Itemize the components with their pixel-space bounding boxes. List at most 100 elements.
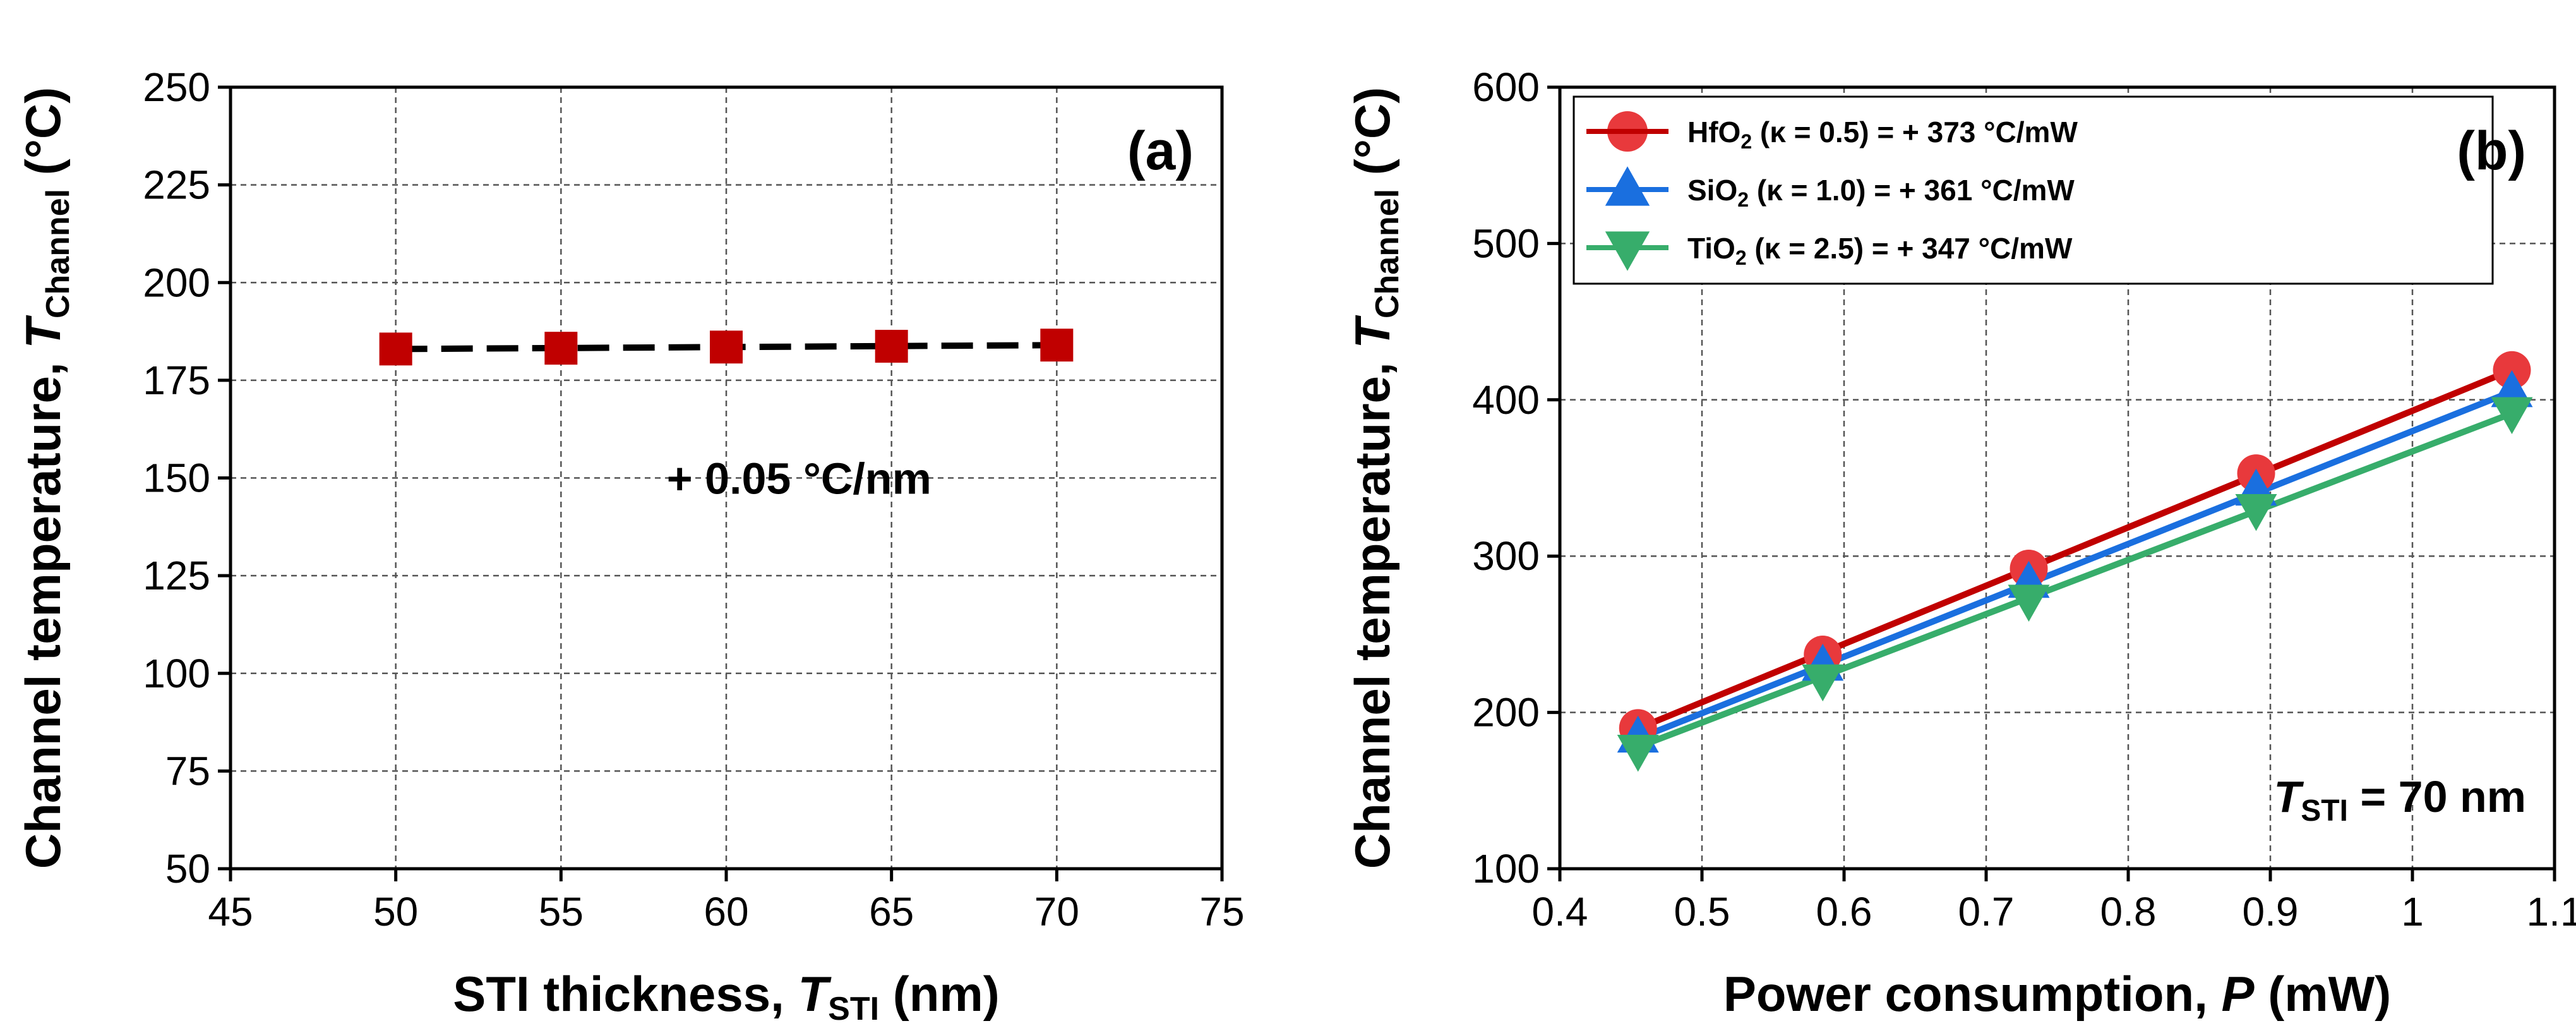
panel-b-annot-var: T <box>2273 772 2304 821</box>
x-tick-label: 0.9 <box>2243 889 2299 934</box>
panel-a-ylabel-sub: Channel <box>40 189 76 318</box>
panel-b-ylabel-main: Channel temperature, <box>1345 349 1400 869</box>
panel-a-xlabel-unit: (nm) <box>879 966 1000 1022</box>
x-tick-label: 0.5 <box>1674 889 1730 934</box>
x-tick-label: 65 <box>869 889 914 934</box>
x-tick-label: 70 <box>1034 889 1079 934</box>
legend-hfo2-formula: HfO <box>1687 116 1740 148</box>
panel-b-plot-area <box>1617 351 2533 772</box>
x-tick-label: 75 <box>1199 889 1244 934</box>
panel-b-annot-text: = 70 nm <box>2348 772 2526 821</box>
panel-a-plot-frame <box>229 85 1224 871</box>
x-tick-label: 1.1 <box>2527 889 2576 934</box>
legend-sio2-text: (κ = 1.0) = + 361 °C/mW <box>1749 174 2075 207</box>
fit-line-hfo2 <box>1636 366 2513 732</box>
data-point-hfo2 <box>2493 351 2531 389</box>
x-tick-label: 0.8 <box>2100 889 2157 934</box>
panel-a-data-point <box>710 330 743 364</box>
data-point-tio2 <box>1802 664 1844 702</box>
fit-line-tio2 <box>1636 410 2513 750</box>
legend-hfo2-sub: 2 <box>1740 130 1752 153</box>
y-tick-label: 225 <box>143 162 210 208</box>
x-tick-label: 0.4 <box>1532 889 1588 934</box>
x-tick-label: 0.7 <box>1958 889 2015 934</box>
data-point-tio2 <box>2491 397 2533 435</box>
legend-sio2-formula: SiO <box>1687 174 1737 207</box>
y-tick-label: 500 <box>1472 220 1540 266</box>
panel-b-annot-sub: STI <box>2301 794 2348 828</box>
legend-sio2-sub: 2 <box>1737 188 1749 211</box>
panel-a-y-axis-label: Channel temperature, TChannel (°C) <box>15 87 76 869</box>
legend-entry-hfo2: HfO2 (κ = 0.5) = + 373 °C/mW <box>1586 111 2078 153</box>
panel-a-chart: 45 50 55 60 65 70 755075100125150175200225250 … <box>15 64 1245 1027</box>
y-tick-label: 200 <box>1472 690 1540 735</box>
panel-a-data-point <box>379 332 412 366</box>
panel-b-x-axis-label: Power consumption, P (mW) <box>1723 966 2391 1022</box>
panel-b-chart: 0.4 0.5 0.6 0.7 0.8 0.9 1 1.1 100 200 300 400 500 600… <box>1345 64 2576 1022</box>
legend-marker-sio2 <box>1605 166 1650 206</box>
legend-tio2-sub: 2 <box>1735 246 1747 269</box>
legend-tio2-formula: TiO <box>1687 232 1735 265</box>
legend-label-sio2: SiO2 (κ = 1.0) = + 361 °C/mW <box>1687 174 2075 211</box>
y-tick-label: 150 <box>143 456 210 501</box>
data-point-tio2 <box>2235 493 2277 531</box>
legend-entry-tio2: TiO2 (κ = 2.5) = + 347 °C/mW <box>1586 231 2073 271</box>
legend-hfo2-text: (κ = 0.5) = + 373 °C/mW <box>1752 116 2078 148</box>
x-tick-label: 0.6 <box>1816 889 1872 934</box>
panel-a-data-point <box>544 332 578 365</box>
panel-a-plot-area <box>379 329 1074 366</box>
y-tick-label: 600 <box>1472 64 1540 110</box>
x-tick-label: 50 <box>373 889 418 934</box>
panel-a-ylabel-main: Channel temperature, <box>15 349 71 869</box>
panel-b-ylabel-sub: Channel <box>1369 189 1406 318</box>
x-tick-label: 55 <box>539 889 584 934</box>
legend-label-tio2: TiO2 (κ = 2.5) = + 347 °C/mW <box>1687 232 2073 269</box>
legend-entry-sio2: SiO2 (κ = 1.0) = + 361 °C/mW <box>1586 166 2075 211</box>
panel-a-xlabel-sub: STI <box>828 991 879 1027</box>
panel-b-label: (b) <box>2457 121 2526 181</box>
panel-a-grid <box>231 87 1222 869</box>
y-tick-label: 400 <box>1472 377 1540 423</box>
panel-b-ylabel-var: T <box>1345 315 1400 349</box>
y-tick-label: 250 <box>143 64 210 110</box>
x-tick-label: 45 <box>208 889 253 934</box>
data-point-tio2 <box>2008 584 2050 622</box>
panel-b-y-axis-label: Channel temperature, TChannel (°C) <box>1345 87 1406 869</box>
panel-b-ticks: 0.4 0.5 0.6 0.7 0.8 0.9 1 1.1 100 200 300 400 500 600 <box>1472 64 2576 934</box>
y-tick-label: 100 <box>143 651 210 696</box>
y-tick-label: 200 <box>143 260 210 305</box>
panel-a-data-point <box>1040 329 1074 362</box>
y-tick-label: 100 <box>1472 846 1540 891</box>
panel-a-x-axis-label: STI thickness, TSTI (nm) <box>453 966 999 1027</box>
x-tick-label: 1 <box>2401 889 2424 934</box>
panel-b-xlabel-main: Power consumption, <box>1723 966 2222 1022</box>
panel-a-ylabel-var: T <box>15 315 71 349</box>
panel-b-xlabel-unit: (mW) <box>2255 966 2392 1022</box>
y-tick-label: 300 <box>1472 533 1540 579</box>
y-tick-label: 50 <box>165 846 210 891</box>
legend-label-hfo2: HfO2 (κ = 0.5) = + 373 °C/mW <box>1687 116 2078 153</box>
y-tick-label: 75 <box>165 748 210 794</box>
data-point-tio2 <box>1617 734 1659 772</box>
panel-b-plot-frame <box>1558 85 2556 871</box>
legend-tio2-text: (κ = 2.5) = + 347 °C/mW <box>1747 232 2073 265</box>
panel-a-slope-annotation: + 0.05 °C/nm <box>667 454 932 504</box>
legend-marker-tio2 <box>1605 231 1650 271</box>
panel-a-ylabel-unit: (°C) <box>15 87 71 189</box>
y-tick-label: 125 <box>143 553 210 598</box>
panel-b-legend-box <box>1573 95 2494 285</box>
panel-b-legend: HfO2 (κ = 0.5) = + 373 °C/mW SiO2 (κ = 1… <box>1573 95 2494 285</box>
panel-b-xlabel-var: P <box>2222 966 2255 1022</box>
panel-b-ylabel-unit: (°C) <box>1345 87 1400 189</box>
panel-a-xlabel-main: STI thickness, <box>453 966 798 1022</box>
panel-a-data-point <box>875 330 908 363</box>
panel-a-label: (a) <box>1127 121 1194 181</box>
x-tick-label: 60 <box>704 889 748 934</box>
y-tick-label: 175 <box>143 358 210 403</box>
panel-b-sti-annotation: TSTI = 70 nm <box>2273 772 2526 828</box>
fit-line-sio2 <box>1636 389 2513 742</box>
panel-a-xlabel-var: T <box>798 966 832 1022</box>
